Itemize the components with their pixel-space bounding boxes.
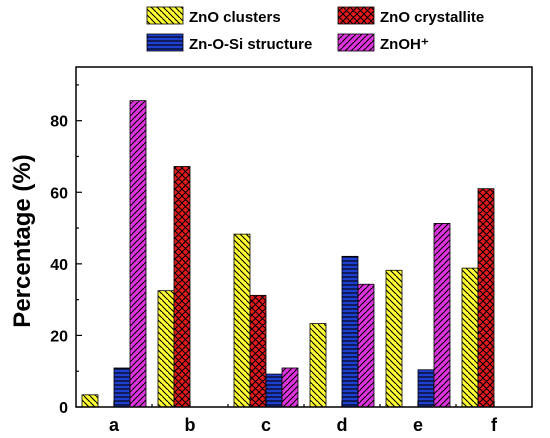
bar-a-series-3: [129, 100, 147, 408]
bar-e-series-0: [385, 269, 403, 408]
bar-e-series-2: [417, 369, 435, 408]
bar-e-series-3: [433, 222, 451, 408]
bar-c-series-3: [281, 367, 299, 408]
legend: ZnO clusters ZnO crystallite Zn-O-Si struc…: [146, 6, 484, 53]
bar-c-series-2: [265, 373, 283, 408]
y-tick-label: 80: [50, 114, 68, 131]
legend-swatch: [146, 6, 184, 25]
bar-c-series-0: [233, 233, 251, 408]
x-tick-label: d: [337, 415, 348, 435]
legend-label: ZnO crystallite: [380, 9, 484, 26]
legend-label: ZnO clusters: [189, 9, 281, 26]
x-tick-label: a: [109, 415, 120, 435]
legend-label: ZnOH⁺: [380, 36, 429, 53]
bar-b-series-1: [173, 166, 191, 408]
bar-c-series-1: [249, 294, 267, 408]
legend-swatch: [146, 33, 184, 52]
legend-swatch: [337, 6, 375, 25]
bar-f-series-1: [477, 188, 495, 408]
bar-d-series-2: [341, 255, 359, 408]
x-tick-label: f: [491, 415, 498, 435]
x-tick-label: c: [261, 415, 271, 435]
y-tick-label: 60: [50, 185, 68, 202]
bar-d-series-3: [357, 283, 375, 408]
y-tick-label: 40: [50, 257, 68, 274]
bar-a-series-2: [113, 367, 131, 408]
y-tick-label: 20: [50, 328, 68, 345]
x-tick-label: b: [185, 415, 196, 435]
bar-f-series-0: [461, 267, 479, 408]
y-axis-label: Percentage (%): [9, 154, 36, 327]
y-tick-label: 0: [59, 400, 68, 417]
bar-b-series-0: [157, 290, 175, 408]
plot-area: [81, 100, 495, 408]
axes: 0 20 40 60 80 Percentage (%) a b c d e f: [9, 66, 533, 435]
legend-swatch: [337, 33, 375, 52]
x-tick-label: e: [413, 415, 423, 435]
legend-label: Zn-O-Si structure: [189, 36, 312, 53]
bar-d-series-0: [309, 323, 327, 408]
bar-a-series-0: [81, 394, 99, 408]
